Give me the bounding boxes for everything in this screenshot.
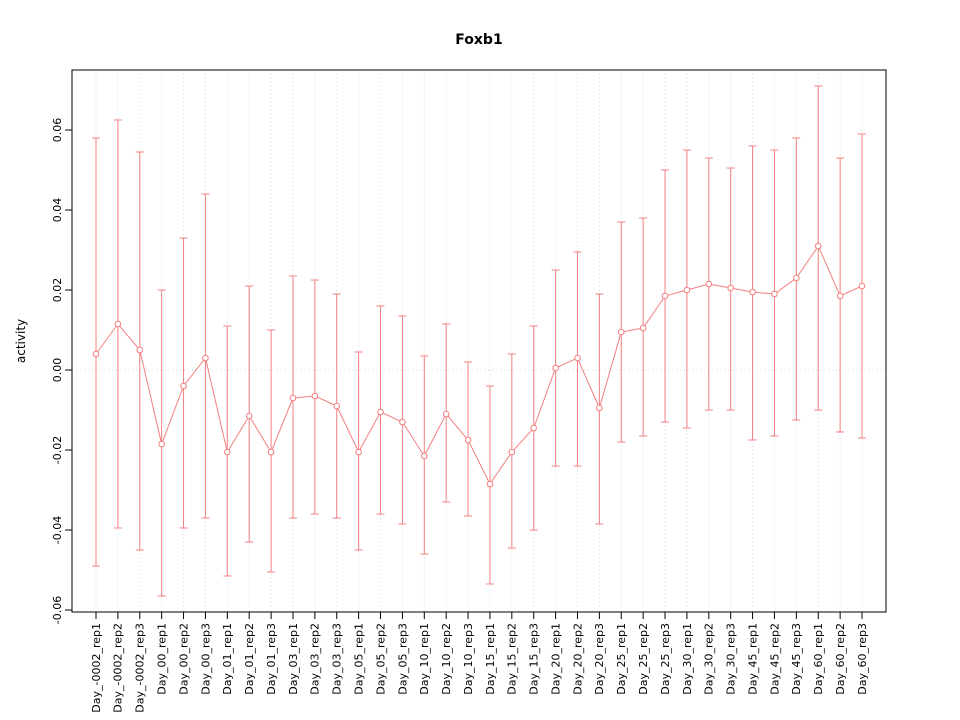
x-tick-label: Day_20_rep3 [593,623,606,695]
data-point [705,280,713,288]
x-tick-label: Day_25_rep3 [659,623,672,695]
data-point [267,448,275,456]
x-tick-label: Day_-0002_rep3 [134,623,147,713]
x-tick-label: Day_03_rep2 [309,623,322,695]
plot-area: -0.06 -0.04 -0.02 0.00 0.02 0.04 0.06 Day_-0002… [51,69,887,713]
x-tick-label: Day_01_rep1 [221,623,234,695]
data-point [399,418,406,426]
data-point [661,292,669,300]
data-point [814,242,822,250]
x-tick-label: Day_15_rep3 [528,623,541,695]
data-point [92,350,100,358]
y-tick-label: 0.06 [51,118,64,143]
y-tick-label: 0.02 [51,278,64,303]
data-point [464,436,472,444]
plot-border [71,69,887,613]
x-tick-label: Day_00_rep1 [156,623,169,695]
x-tick-label: Day_00_rep3 [199,623,212,695]
x-tick-label: Day_05_rep3 [396,623,409,695]
x-tick-label: Day_25_rep2 [637,623,650,695]
x-tick-label: Day_60_rep1 [812,623,825,695]
x-tick-label: Day_30_rep3 [725,623,738,695]
data-point [180,382,187,390]
data-point [574,354,581,362]
data-point [639,324,647,332]
data-point [858,282,866,290]
data-point [136,346,144,354]
y-tick-label: -0.04 [51,516,64,544]
data-point [836,292,844,300]
series-line [95,244,863,485]
x-tick-label: Day_03_rep1 [287,623,300,695]
x-tick-label: Day_01_rep3 [265,623,278,695]
x-tick-label: Day_15_rep2 [506,623,519,695]
data-point [420,452,428,460]
x-tick-label: Day_00_rep2 [177,623,190,695]
x-tick-label: Day_25_rep1 [615,623,628,695]
data-point [596,404,603,412]
data-point [508,448,516,456]
x-tick-label: Day_20_rep1 [549,623,562,695]
x-tick-label: Day_03_rep3 [331,623,344,695]
x-tick-label: Day_-0002_rep2 [112,623,125,713]
x-tick-label: Day_-0002_rep1 [90,623,103,713]
data-point [355,448,362,456]
x-tick-label: Day_30_rep1 [681,623,694,695]
x-tick-label: Day_60_rep3 [856,623,869,695]
y-tick-label: 0.04 [51,198,64,223]
chart-title: Foxb1 [455,32,502,48]
x-tick-label: Day_10_rep1 [418,623,431,695]
data-point [486,480,494,488]
y-tick-label: 0.00 [51,358,64,383]
x-tick-label: Day_45_rep3 [790,623,803,695]
data-point [749,288,756,296]
x-tick-label: Day_60_rep2 [834,623,847,695]
x-tick-label: Day_20_rep2 [571,623,584,695]
data-point [552,364,559,372]
data-point [333,402,341,410]
x-tick-label: Day_01_rep2 [243,623,256,695]
data-point [114,320,122,328]
y-tick-label: -0.02 [51,436,64,464]
x-tick-label: Day_05_rep1 [352,623,365,695]
data-point [617,328,625,336]
x-tick-label: Day_30_rep2 [703,623,716,695]
data-point [771,290,778,298]
data-point [727,284,734,292]
data-point [202,354,209,362]
data-point [224,448,231,456]
y-axis-label: activity [14,319,28,363]
x-tick-label: Day_45_rep1 [746,623,759,695]
data-point [377,408,384,416]
data-point [793,274,800,282]
data-point [442,410,450,418]
x-tick-label: Day_10_rep2 [440,623,453,695]
data-point [158,440,165,448]
data-point [530,424,538,432]
x-tick-label: Day_15_rep1 [484,623,497,695]
data-point [311,392,319,400]
data-point [683,286,691,294]
y-tick-label: -0.06 [51,596,64,624]
x-tick-label: Day_05_rep2 [374,623,387,695]
x-tick-label: Day_10_rep3 [462,623,475,695]
x-tick-label: Day_45_rep2 [768,623,781,695]
data-point [289,394,297,402]
data-point [245,412,253,420]
